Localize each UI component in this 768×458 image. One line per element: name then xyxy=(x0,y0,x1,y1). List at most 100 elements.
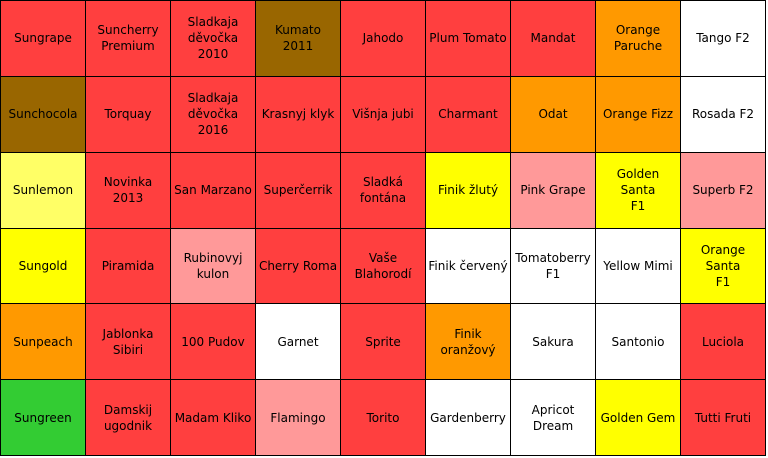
variety-cell: Garnet xyxy=(256,304,341,381)
variety-label: Luciola xyxy=(701,334,745,349)
variety-cell: Orange Fizz xyxy=(596,76,681,153)
variety-cell: Apricot Dream xyxy=(511,380,596,456)
variety-cell: Golden Gem xyxy=(596,380,681,456)
variety-label: Sungold xyxy=(18,258,68,273)
variety-label: Sakura xyxy=(532,334,574,349)
variety-label: Finik červený xyxy=(428,258,508,273)
variety-cell: Sladkaja děvočka 2010 xyxy=(171,1,256,77)
variety-cell: San Marzano xyxy=(171,152,256,229)
variety-cell: Charmant xyxy=(426,76,511,153)
variety-label: Golden Gem xyxy=(600,410,676,425)
variety-cell: Sungold xyxy=(1,228,86,305)
variety-cell: Piramida xyxy=(86,228,171,305)
variety-label: Tango F2 xyxy=(696,31,750,46)
variety-label: Rosada F2 xyxy=(691,107,755,122)
variety-label: Orange Paruche xyxy=(613,23,663,54)
variety-label: Sladká fontána xyxy=(359,175,407,206)
variety-cell: Orange Paruche xyxy=(596,1,681,77)
variety-cell: Sladkaja děvočka 2016 xyxy=(171,76,256,153)
variety-cell: Plum Tomato xyxy=(426,1,511,77)
variety-cell: Suncherry Premium xyxy=(86,1,171,77)
variety-cell: Tomatoberry F1 xyxy=(511,228,596,305)
variety-label: Pink Grape xyxy=(520,183,586,198)
variety-cell: Sunchocola xyxy=(1,76,86,153)
variety-cell: Pink Grape xyxy=(511,152,596,229)
variety-cell: Finik červený xyxy=(426,228,511,305)
variety-label: Tutti Fruti xyxy=(694,410,752,425)
variety-cell: Sungrape xyxy=(1,1,86,77)
variety-cell: Finik žlutý xyxy=(426,152,511,229)
variety-cell: Sakura xyxy=(511,304,596,381)
variety-label: Sungrape xyxy=(14,31,72,46)
variety-cell: Vaše Blahorodí xyxy=(341,228,426,305)
variety-cell: Yellow Mimi xyxy=(596,228,681,305)
variety-label: Sladkaja děvočka 2016 xyxy=(187,91,239,138)
variety-label: Orange Santa F1 xyxy=(700,242,746,289)
variety-label: Orange Fizz xyxy=(602,107,674,122)
variety-label: Sungreen xyxy=(14,410,72,425)
variety-label: Gardenberry xyxy=(430,410,506,425)
variety-label: Cherry Roma xyxy=(258,258,338,273)
variety-label: Torito xyxy=(366,410,400,425)
variety-cell: Odat xyxy=(511,76,596,153)
variety-label: Sprite xyxy=(365,334,401,349)
variety-cell: Jablonka Sibiri xyxy=(86,304,171,381)
variety-cell: Torquay xyxy=(86,76,171,153)
variety-label: Mandat xyxy=(530,31,576,46)
variety-label: Charmant xyxy=(438,107,498,122)
variety-cell: Tango F2 xyxy=(681,1,766,77)
variety-cell: Jahodo xyxy=(341,1,426,77)
variety-label: Golden Santa F1 xyxy=(616,167,660,214)
variety-label: Sladkaja děvočka 2010 xyxy=(187,15,239,62)
variety-label: Sunchocola xyxy=(8,107,78,122)
variety-cell: Kumato 2011 xyxy=(256,1,341,77)
variety-cell: Sunpeach xyxy=(1,304,86,381)
variety-cell: Flamingo xyxy=(256,380,341,456)
variety-label: Superb F2 xyxy=(692,183,754,198)
variety-cell: Superčerrik xyxy=(256,152,341,229)
variety-label: Damskij ugodnik xyxy=(103,402,153,433)
variety-label: Finik žlutý xyxy=(437,183,499,198)
variety-cell: Tutti Fruti xyxy=(681,380,766,456)
variety-label: Jablonka Sibiri xyxy=(102,326,154,357)
variety-label: Torquay xyxy=(104,107,152,122)
variety-label: Vaše Blahorodí xyxy=(354,250,412,281)
variety-label: Plum Tomato xyxy=(429,31,507,46)
variety-cell: Sprite xyxy=(341,304,426,381)
variety-cell: Santonio xyxy=(596,304,681,381)
variety-label: San Marzano xyxy=(174,183,252,198)
variety-cell: Sladká fontána xyxy=(341,152,426,229)
variety-label: Apricot Dream xyxy=(531,402,575,433)
variety-cell: Sungreen xyxy=(1,380,86,456)
variety-cell: Cherry Roma xyxy=(256,228,341,305)
variety-label: Suncherry Premium xyxy=(97,23,159,54)
variety-label: Rubinovyj kulon xyxy=(183,250,243,281)
variety-cell: Rubinovyj kulon xyxy=(171,228,256,305)
variety-cell: Finik oranžový xyxy=(426,304,511,381)
variety-cell: Torito xyxy=(341,380,426,456)
variety-label: Superčerrik xyxy=(263,183,333,198)
variety-label: Jahodo xyxy=(362,31,404,46)
variety-label: Santonio xyxy=(611,334,665,349)
variety-label: 100 Pudov xyxy=(181,334,245,349)
variety-cell: Damskij ugodnik xyxy=(86,380,171,456)
variety-label: Novinka 2013 xyxy=(103,175,153,206)
variety-label: Finik oranžový xyxy=(440,326,496,357)
variety-cell: Sunlemon xyxy=(1,152,86,229)
variety-label: Kumato 2011 xyxy=(275,23,321,54)
variety-cell: Luciola xyxy=(681,304,766,381)
variety-label: Sunlemon xyxy=(12,183,74,198)
variety-cell: 100 Pudov xyxy=(171,304,256,381)
variety-label: Yellow Mimi xyxy=(603,258,673,273)
variety-cell: Gardenberry xyxy=(426,380,511,456)
variety-cell: Madam Kliko xyxy=(171,380,256,456)
variety-label: Flamingo xyxy=(270,410,326,425)
variety-cell: Orange Santa F1 xyxy=(681,228,766,305)
variety-cell: Mandat xyxy=(511,1,596,77)
variety-cell: Novinka 2013 xyxy=(86,152,171,229)
variety-cell: Višnja jubi xyxy=(341,76,426,153)
variety-cell: Superb F2 xyxy=(681,152,766,229)
variety-label: Višnja jubi xyxy=(352,107,414,122)
variety-label: Madam Kliko xyxy=(174,410,252,425)
variety-label: Sunpeach xyxy=(13,334,73,349)
